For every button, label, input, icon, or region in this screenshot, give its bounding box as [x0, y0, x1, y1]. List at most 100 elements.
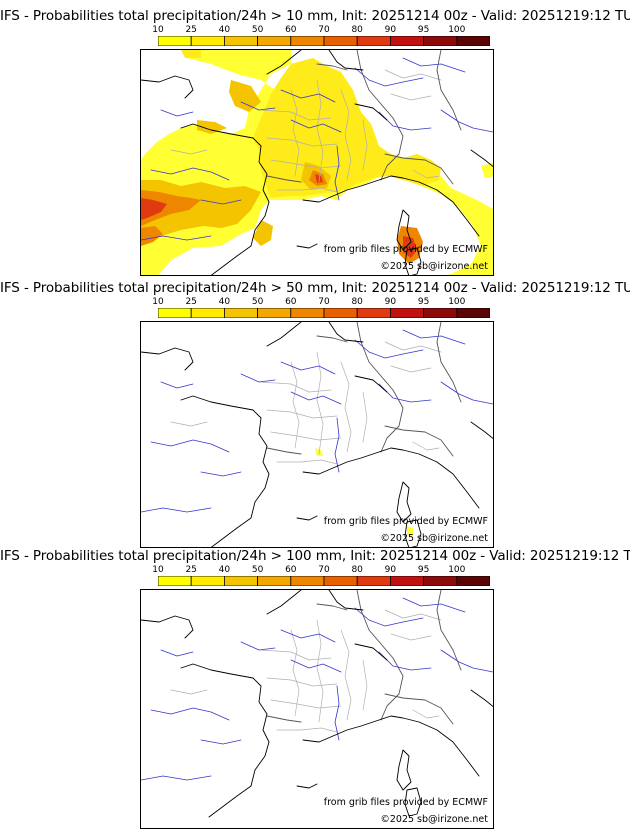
coastline: [266, 50, 302, 75]
department-border: [290, 89, 300, 177]
colorbar-swatch: [323, 576, 358, 586]
colorbar-swatch: [423, 36, 458, 46]
colorbar-tick-label: 40: [218, 25, 231, 35]
country-border: [384, 425, 454, 457]
colorbar-tick-label: 10: [152, 565, 164, 575]
department-border: [362, 391, 368, 443]
colorbar-tick-label: 100: [448, 25, 466, 35]
coastline: [180, 123, 270, 275]
copyright-credit: ©2025 sb@irizone.net: [380, 261, 488, 272]
colorbar-ticks: 10 25 40 50 60 70 80 90 95 100: [152, 565, 490, 576]
country-border: [266, 447, 302, 455]
river: [160, 381, 194, 389]
panel-title: IFS - Probabilities total precipitation/…: [0, 280, 630, 296]
source-credit: from grib files provided by ECMWF: [323, 244, 488, 255]
river: [378, 111, 432, 131]
coastline: [328, 322, 364, 343]
colorbar-swatch: [389, 308, 424, 318]
river: [440, 381, 493, 405]
country-border: [356, 322, 404, 453]
coastline: [266, 322, 302, 347]
colorbar-tick-label: 60: [285, 565, 297, 575]
department-border: [290, 629, 300, 717]
river: [354, 67, 424, 87]
river: [200, 199, 242, 205]
coastline: [470, 421, 493, 439]
river: [354, 607, 424, 627]
map-panel-10mm: IFS - Probabilities total precipitation/…: [0, 0, 630, 276]
department-border: [260, 109, 332, 121]
colorbar-tick-label: 40: [218, 565, 231, 575]
country-border: [266, 715, 302, 723]
coastline: [141, 75, 194, 99]
colorbar-tick-label: 95: [417, 297, 430, 307]
colorbar-tick-label: 10: [152, 297, 164, 307]
department-border: [170, 689, 208, 695]
department-border: [170, 149, 208, 155]
country-border: [436, 322, 462, 403]
colorbar-tick-label: 60: [285, 25, 297, 35]
colorbar-tick-label: 90: [384, 565, 397, 575]
river: [141, 235, 212, 241]
country-border: [266, 175, 302, 183]
country-border: [436, 590, 462, 671]
colorbar-tick-label: 40: [218, 297, 231, 307]
coastline: [396, 481, 412, 523]
department-border: [290, 361, 300, 449]
country-border: [384, 153, 454, 185]
river: [200, 739, 242, 745]
colorbar-swatch: [158, 36, 192, 46]
colorbar-tick-label: 70: [318, 565, 330, 575]
department-border: [316, 351, 324, 455]
coastline: [302, 447, 480, 509]
precipitation-area: [197, 120, 227, 134]
river: [378, 651, 432, 671]
river: [280, 361, 336, 375]
country-border: [316, 335, 348, 343]
precipitation-area: [181, 50, 201, 58]
coastline: [180, 395, 270, 547]
department-border: [266, 137, 338, 147]
river: [334, 145, 340, 201]
department-border: [266, 677, 338, 687]
river: [378, 383, 432, 403]
colorbar-tick-label: 95: [417, 25, 430, 35]
colorbar-tick-label: 25: [185, 297, 197, 307]
department-border: [384, 69, 442, 81]
department-border: [276, 727, 338, 733]
river: [150, 439, 230, 453]
department-border: [316, 79, 324, 183]
coastline: [302, 715, 480, 777]
river: [334, 685, 340, 741]
river: [200, 471, 242, 477]
colorbar-swatch: [323, 36, 358, 46]
colorbar: [158, 576, 490, 586]
colorbar-swatch: [290, 36, 325, 46]
colorbar-tick-label: 50: [251, 25, 264, 35]
colorbar-swatch: [190, 36, 225, 46]
department-border: [316, 619, 324, 723]
coastline: [354, 103, 388, 121]
colorbar-tick-label: 70: [318, 297, 330, 307]
colorbar: [158, 36, 490, 46]
department-border: [384, 341, 442, 353]
coastline: [470, 689, 493, 707]
colorbar-tick-label: 100: [448, 297, 466, 307]
precipitation-area: [141, 190, 201, 226]
coastline: [296, 243, 318, 249]
colorbar-swatch: [423, 576, 458, 586]
river: [354, 339, 424, 359]
coastline: [296, 515, 318, 521]
coastline: [328, 50, 364, 71]
department-border: [276, 459, 338, 465]
precipitation-area: [407, 526, 413, 536]
precipitation-map: from grib files provided by ECMWF ©2025 …: [140, 589, 494, 829]
department-border: [390, 633, 432, 641]
coastline: [396, 749, 412, 791]
colorbar-tick-label: 80: [351, 565, 363, 575]
colorbar-tick-label: 90: [384, 25, 397, 35]
precipitation-area: [253, 58, 441, 198]
source-credit: from grib files provided by ECMWF: [323, 797, 488, 808]
colorbar-swatch: [456, 36, 490, 46]
colorbar-swatch: [456, 576, 490, 586]
